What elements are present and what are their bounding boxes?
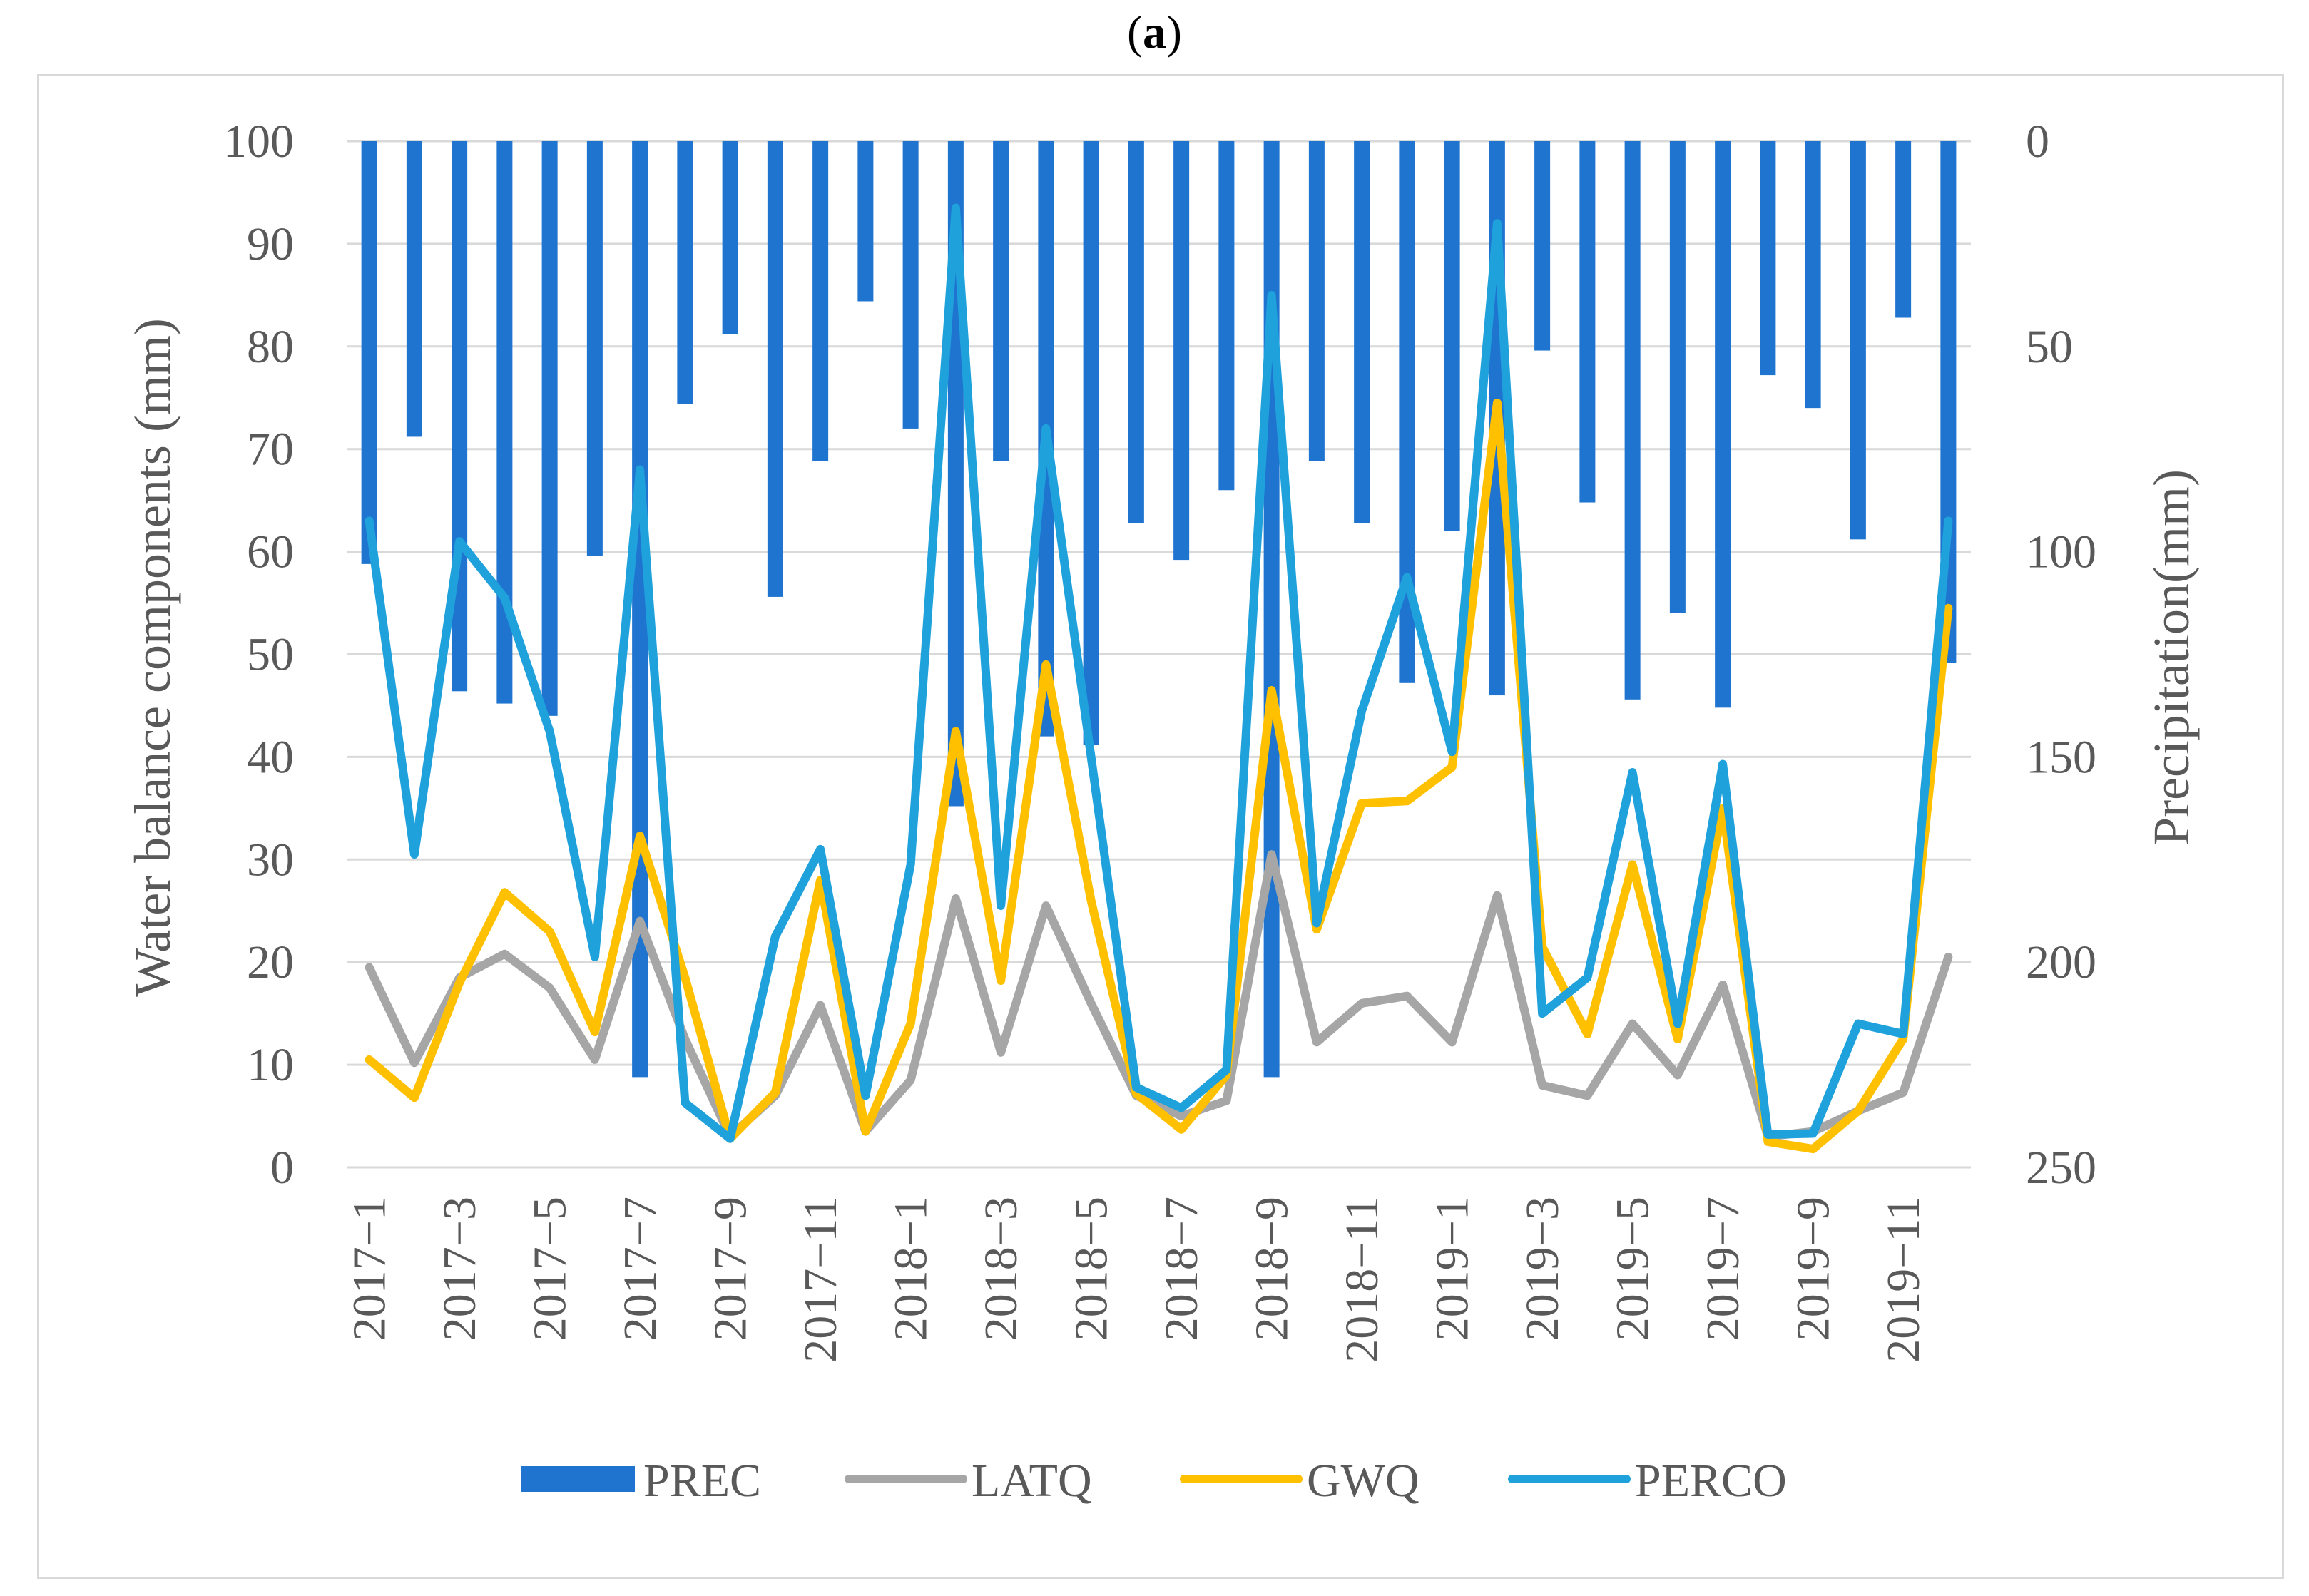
prec-bar [767,141,783,597]
prec-bar [1444,141,1460,531]
y-tick-label: 0 [270,1142,294,1194]
x-tick-label: 2017−7 [614,1197,666,1341]
right-axis-title: Precipitation(mm) [2143,469,2200,846]
panel-label-open: ( [1127,6,1143,58]
y-tick-label: 90 [247,218,294,270]
prec-bar [1760,141,1776,376]
y-tick-label: 80 [247,321,294,373]
prec-bar [722,141,738,334]
x-ticks: 2017−1 2017−3 2017−5 2017−7 2017−9 2017−11 201… [344,1197,1930,1363]
prec-bar [1895,141,1912,318]
x-tick-label: 2018−1 [885,1197,937,1341]
prec-bar [1128,141,1144,523]
x-tick-label: 2018−3 [975,1197,1027,1341]
prec-bar [1850,141,1866,540]
y2-tick-label: 100 [2026,526,2096,578]
latq-line [365,850,1953,1141]
gridlines [347,140,1971,1169]
right-y-ticks: 0 50 100 150 200 250 [2026,116,2096,1194]
prec-bar [1308,141,1325,461]
prec-bar [1173,141,1190,561]
prec-bar [1624,141,1641,700]
chart-frame [37,74,2284,1579]
left-axis-title: Water balance components (mm) [124,318,181,997]
panel-label-close: ) [1166,6,1182,58]
prec-bar [1579,141,1596,503]
legend-label-gwq: GWQ [1307,1455,1419,1507]
prec-bar [1083,141,1099,745]
x-tick-label: 2019−1 [1427,1197,1479,1341]
prec-bar [902,141,919,429]
prec-bar [586,141,603,556]
y-tick-label: 60 [247,526,294,578]
y-tick-label: 50 [247,629,294,681]
legend-label-perco: PERCO [1635,1455,1787,1507]
y-tick-label: 20 [247,936,294,988]
x-tick-label: 2017−3 [434,1197,486,1341]
prec-bar [1354,141,1370,523]
y2-tick-label: 50 [2026,321,2073,373]
x-tick-label: 2018−5 [1066,1197,1118,1341]
prec-bar [1805,141,1821,409]
prec-bar [1669,141,1686,613]
prec-bar [1534,141,1551,351]
x-tick-label: 2019−3 [1517,1197,1569,1341]
y-tick-label: 10 [247,1039,294,1091]
left-y-ticks: 0 10 20 30 40 50 60 70 80 90 100 [223,116,294,1194]
x-tick-label: 2017−11 [795,1197,847,1363]
prec-bar [496,141,513,704]
x-tick-label: 2018−9 [1246,1197,1298,1341]
legend: PREC LATQ GWQ PERCO [521,1455,1787,1507]
legend-swatch-prec [521,1466,635,1492]
prec-bar [1399,141,1415,683]
panel-label: (a) [0,6,2309,60]
y2-tick-label: 150 [2026,731,2096,783]
prec-bar [1218,141,1235,491]
prec-bars [361,141,1957,1078]
x-tick-label: 2019−9 [1788,1197,1840,1341]
x-tick-label: 2017−1 [344,1197,396,1341]
panel-label-letter: a [1143,6,1166,58]
y2-tick-label: 0 [2026,116,2049,168]
series-lines [365,203,1953,1154]
y2-tick-label: 200 [2026,936,2096,988]
y-tick-label: 30 [247,834,294,886]
prec-bar [1715,141,1731,708]
prec-bar [812,141,829,461]
prec-bar [993,141,1009,461]
x-tick-label: 2018−7 [1156,1197,1208,1341]
y-tick-label: 40 [247,731,294,783]
y-tick-label: 100 [223,116,294,168]
x-tick-label: 2019−5 [1607,1197,1659,1341]
prec-bar [677,141,693,404]
x-tick-label: 2017−5 [524,1197,576,1341]
prec-bar [361,141,377,564]
y2-tick-label: 250 [2026,1142,2096,1194]
prec-bar [1263,141,1280,1078]
legend-label-prec: PREC [643,1455,761,1507]
prec-bar [857,141,874,302]
x-tick-label: 2017−9 [705,1197,757,1341]
legend-label-latq: LATQ [972,1455,1092,1507]
prec-bar [541,141,558,716]
x-tick-label: 2019−7 [1697,1197,1749,1341]
x-tick-label: 2019−11 [1877,1197,1930,1363]
y-tick-label: 70 [247,424,294,476]
prec-bar [406,141,422,437]
perco-line [365,203,1953,1143]
x-tick-label: 2018−11 [1336,1197,1388,1363]
